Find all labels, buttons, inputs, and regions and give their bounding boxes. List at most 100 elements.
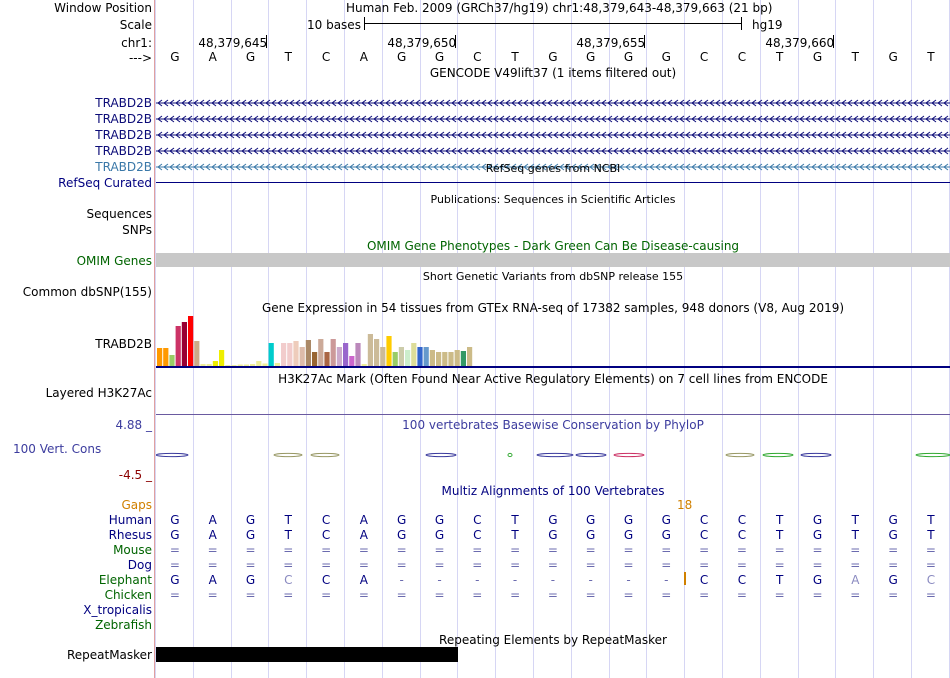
gtex-tissue-bar[interactable] [312, 352, 318, 366]
gencode-transcript-label[interactable]: TRABD2B [95, 96, 152, 110]
gtex-tissue-bar[interactable] [355, 343, 361, 366]
gtex-tissue-bar[interactable] [293, 341, 299, 366]
species-label[interactable]: Elephant [98, 573, 152, 587]
aligned-base: = [812, 558, 823, 572]
gencode-transcript-feature[interactable] [156, 161, 950, 173]
gtex-tissue-bar[interactable] [429, 350, 435, 366]
omim-title[interactable]: OMIM Gene Phenotypes - Dark Green Can Be… [366, 239, 740, 253]
gtex-tissue-bar[interactable] [436, 352, 442, 366]
gtex-tissue-bar[interactable] [405, 350, 411, 366]
gtex-tissue-bar[interactable] [336, 347, 342, 366]
gtex-title[interactable]: Gene Expression in 54 tissues from GTEx … [261, 301, 845, 315]
gtex-tissue-bar[interactable] [268, 343, 274, 366]
dbsnp-title[interactable]: Short Genetic Variants from dbSNP releas… [422, 270, 684, 283]
gtex-tissue-bar[interactable] [194, 341, 200, 366]
refseq-gene-line[interactable] [156, 182, 950, 183]
gtex-tissue-bar[interactable] [157, 348, 163, 366]
snps-label[interactable]: SNPs [122, 223, 152, 237]
ruler-position-label: 48,379,650 [387, 36, 457, 50]
aligned-base: A [208, 513, 217, 527]
gencode-transcript-feature[interactable] [156, 145, 950, 157]
gencode-transcript-label[interactable]: TRABD2B [95, 160, 152, 174]
gtex-tissue-bar[interactable] [181, 322, 187, 366]
gtex-tissue-bar[interactable] [380, 347, 386, 366]
gtex-tissue-bar[interactable] [287, 343, 293, 366]
species-label[interactable]: Human [108, 513, 152, 527]
gtex-tissue-bar[interactable] [212, 361, 218, 366]
phylop-wiggle[interactable] [156, 448, 950, 464]
gencode-transcript-feature[interactable] [156, 113, 950, 125]
h3k27ac-title[interactable]: H3K27Ac Mark (Often Found Near Active Re… [278, 372, 828, 386]
gtex-tissue-bar[interactable] [392, 352, 398, 366]
base-grid [155, 0, 950, 678]
gtex-tissue-bar[interactable] [374, 339, 380, 366]
gtex-tissue-bar[interactable] [188, 316, 194, 366]
gtex-tissue-bar[interactable] [361, 364, 367, 366]
repeatmasker-element[interactable] [156, 647, 458, 662]
species-label[interactable]: Zebrafish [95, 618, 152, 632]
gtex-tissue-bar[interactable] [367, 334, 373, 366]
gtex-tissue-bar[interactable] [467, 347, 473, 366]
gencode-title[interactable]: GENCODE V49lift37 (1 items filtered out) [429, 66, 677, 80]
species-label[interactable]: Chicken [104, 588, 152, 602]
gencode-transcript-label[interactable]: TRABD2B [95, 144, 152, 158]
gtex-tissue-bar[interactable] [169, 355, 175, 366]
gencode-transcript-label[interactable]: TRABD2B [95, 112, 152, 126]
gtex-tissue-bar[interactable] [274, 363, 280, 366]
phylop-title[interactable]: 100 vertebrates Basewise Conservation by… [402, 418, 704, 432]
refseq-label[interactable]: RefSeq Curated [58, 176, 152, 190]
gtex-expression-chart[interactable] [156, 314, 950, 368]
gencode-transcript-feature[interactable] [156, 97, 950, 109]
sequences-label[interactable]: Sequences [86, 207, 152, 221]
species-label[interactable]: Rhesus [108, 528, 152, 542]
gtex-tissue-bar[interactable] [243, 364, 249, 367]
gtex-tissue-bar[interactable] [237, 364, 243, 367]
aligned-base: G [812, 528, 823, 542]
gtex-tissue-bar[interactable] [299, 347, 305, 366]
gtex-tissue-bar[interactable] [423, 347, 429, 366]
gtex-tissue-bar[interactable] [330, 339, 336, 366]
gtex-tissue-bar[interactable] [305, 340, 311, 366]
gtex-tissue-bar[interactable] [206, 364, 212, 366]
phylop-label[interactable]: 100 Vert. Cons [13, 442, 102, 456]
gtex-tissue-bar[interactable] [460, 351, 466, 366]
gtex-tissue-bar[interactable] [175, 326, 181, 366]
refseq-title[interactable]: RefSeq genes from NCBI [485, 162, 621, 175]
gtex-tissue-bar[interactable] [281, 343, 287, 366]
gtex-label[interactable]: TRABD2B [95, 337, 152, 351]
gtex-tissue-bar[interactable] [318, 339, 324, 366]
aligned-base: G [434, 513, 445, 527]
species-label[interactable]: Dog [127, 558, 152, 572]
repeatmasker-title[interactable]: Repeating Elements by RepeatMasker [439, 633, 667, 647]
gtex-tissue-bar[interactable] [398, 347, 404, 366]
gtex-tissue-bar[interactable] [262, 363, 268, 367]
gtex-tissue-bar[interactable] [442, 352, 448, 366]
species-label[interactable]: Mouse [113, 543, 152, 557]
gencode-transcript-label[interactable]: TRABD2B [95, 128, 152, 142]
gtex-tissue-bar[interactable] [417, 347, 423, 366]
gencode-transcript-feature[interactable] [156, 129, 950, 141]
gtex-tissue-bar[interactable] [324, 352, 330, 366]
gtex-tissue-bar[interactable] [349, 356, 355, 366]
repeatmasker-label[interactable]: RepeatMasker [66, 648, 152, 662]
gtex-tissue-bar[interactable] [219, 350, 225, 366]
gtex-tissue-bar[interactable] [454, 350, 460, 366]
gtex-tissue-bar[interactable] [411, 343, 417, 366]
gtex-tissue-bar[interactable] [256, 361, 262, 366]
scale-bar-end [741, 17, 742, 30]
gtex-tissue-bar[interactable] [386, 336, 392, 366]
publications-title[interactable]: Publications: Sequences in Scientific Ar… [430, 193, 676, 206]
gtex-tissue-bar[interactable] [163, 348, 169, 366]
gtex-tissue-bar[interactable] [250, 364, 256, 366]
omim-label[interactable]: OMIM Genes [76, 254, 152, 268]
gtex-tissue-bar[interactable] [448, 352, 454, 366]
gtex-tissue-bar[interactable] [231, 365, 237, 366]
species-label[interactable]: X_tropicalis [83, 603, 152, 617]
gtex-tissue-bar[interactable] [225, 365, 231, 366]
gtex-tissue-bar[interactable] [200, 364, 206, 366]
multiz-title[interactable]: Multiz Alignments of 100 Vertebrates [441, 484, 665, 498]
omim-feature[interactable] [156, 253, 950, 267]
dbsnp-label[interactable]: Common dbSNP(155) [22, 285, 152, 299]
gtex-tissue-bar[interactable] [343, 343, 349, 366]
h3k27ac-label[interactable]: Layered H3K27Ac [45, 386, 152, 400]
